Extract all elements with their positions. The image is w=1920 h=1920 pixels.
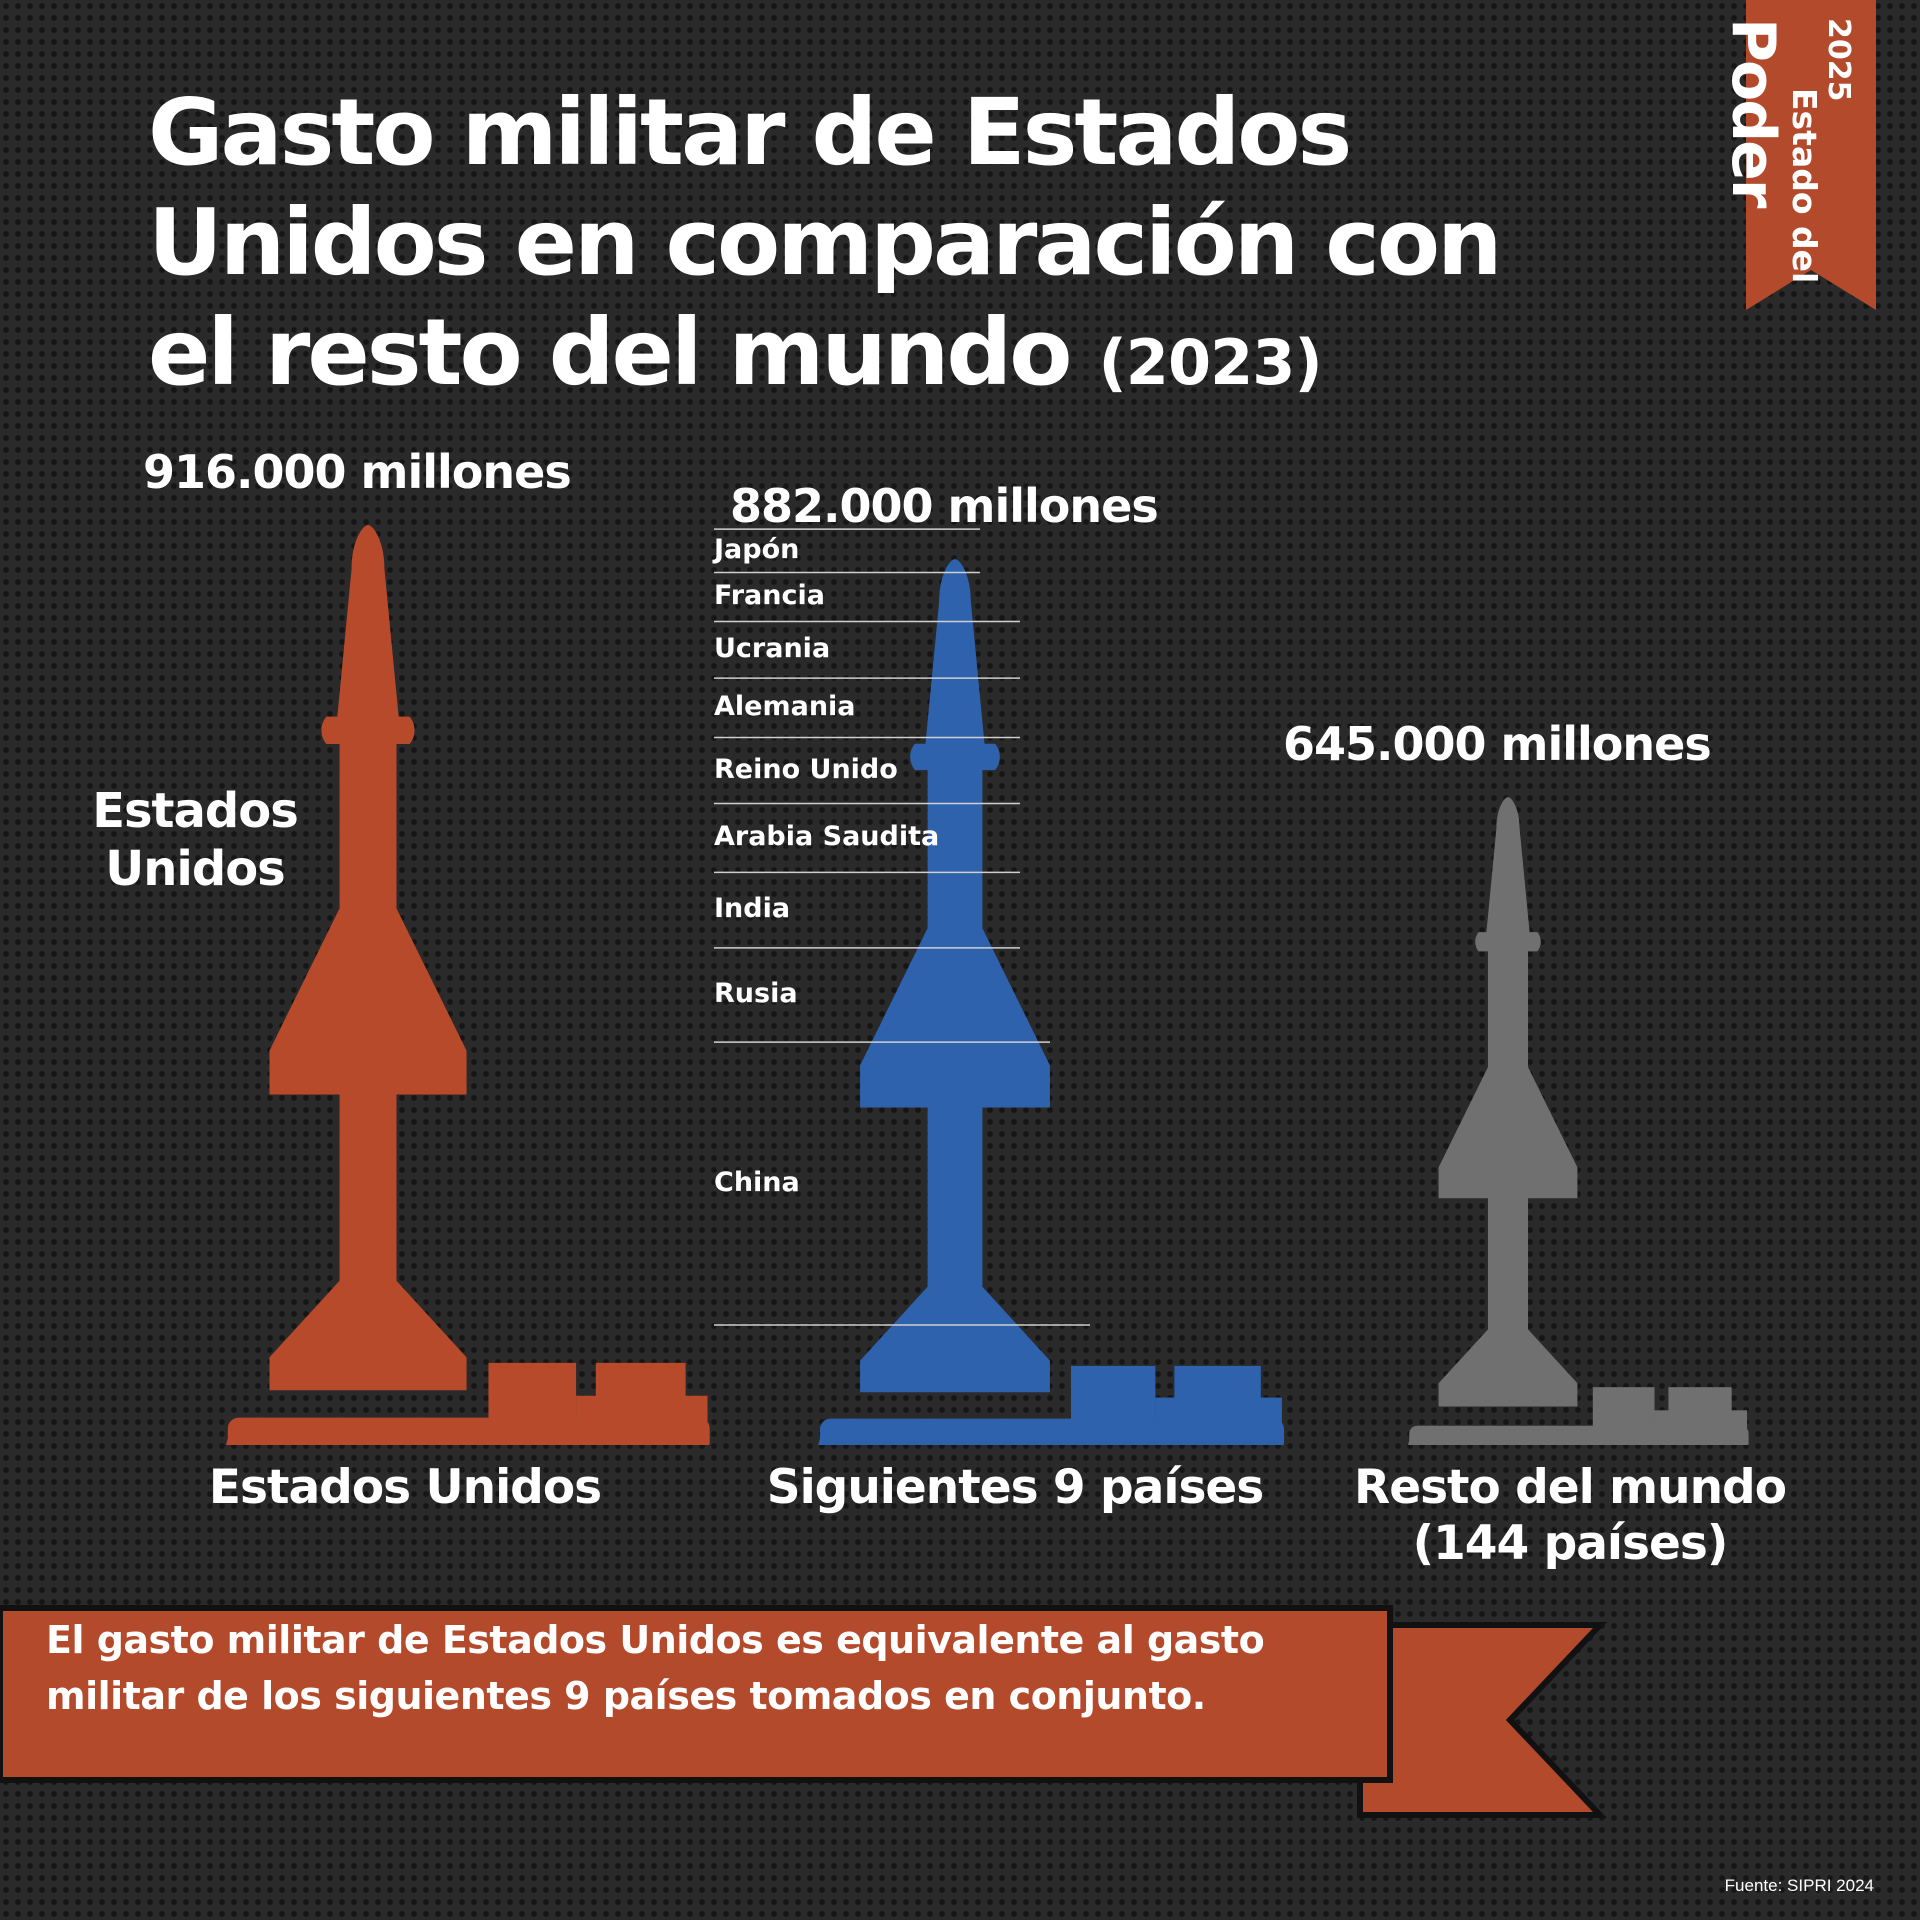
bar-us bbox=[225, 525, 710, 1445]
segment-label-0: Japón bbox=[714, 533, 800, 565]
segment-label-3: Alemania bbox=[714, 690, 856, 722]
bar-next9 bbox=[817, 559, 1285, 1445]
us-inline-label: Estados Unidos bbox=[92, 783, 299, 897]
category-label-next9: Siguientes 9 países bbox=[766, 1460, 1265, 1515]
segment-label-5: Arabia Saudita bbox=[714, 820, 940, 852]
page-title: Gasto militar de Estados Unidos en compa… bbox=[148, 78, 1598, 418]
banner-shape bbox=[0, 1605, 1607, 1818]
segment-label-7: Rusia bbox=[714, 977, 798, 1009]
value-label-rest: 645.000 millones bbox=[1283, 717, 1712, 772]
title-text: Gasto militar de Estados Unidos en compa… bbox=[148, 79, 1503, 406]
category-label-us: Estados Unidos bbox=[208, 1460, 602, 1515]
segment-label-4: Reino Unido bbox=[714, 753, 898, 785]
ribbon-shape bbox=[1746, 0, 1876, 310]
segment-label-8: China bbox=[714, 1166, 800, 1198]
bar-rest bbox=[1407, 797, 1749, 1445]
category-label-rest: Resto del mundo (144 países) bbox=[1320, 1460, 1820, 1572]
segment-label-1: Francia bbox=[714, 580, 825, 612]
category-label-rest-line2: (144 países) bbox=[1412, 1516, 1729, 1571]
source-note: Fuente: SIPRI 2024 bbox=[1724, 1876, 1874, 1895]
segment-label-6: India bbox=[714, 893, 791, 925]
brand-ribbon: 2025 Estado del Poder bbox=[1718, 0, 1876, 310]
category-label-rest-line1: Resto del mundo bbox=[1354, 1460, 1787, 1515]
segment-label-2: Ucrania bbox=[714, 632, 831, 664]
banner-text: El gasto militar de Estados Unidos es eq… bbox=[46, 1618, 1265, 1718]
value-label-next9: 882.000 millones bbox=[730, 479, 1159, 534]
title-year: (2023) bbox=[1098, 326, 1322, 399]
value-label-us: 916.000 millones bbox=[143, 445, 572, 499]
